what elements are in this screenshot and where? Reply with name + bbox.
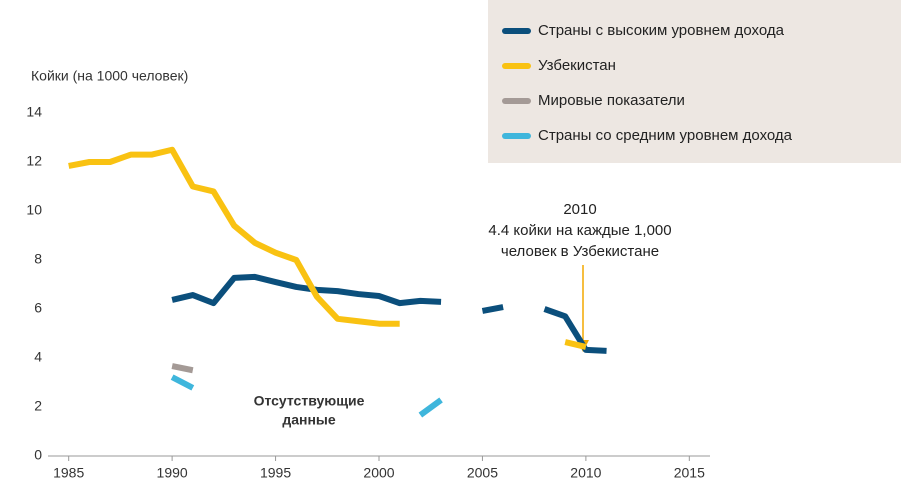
series-line <box>170 374 443 418</box>
x-tick-label: 2000 <box>363 465 394 481</box>
annotation: Отсутствующие <box>254 393 365 409</box>
y-tick-label: 8 <box>34 251 42 267</box>
annotation: 2010 <box>563 201 596 218</box>
x-tick-label: 2010 <box>570 465 601 481</box>
legend-label: Страны со средним уровнем дохода <box>538 127 793 144</box>
series-line <box>171 363 194 374</box>
y-tick-label: 4 <box>34 349 42 365</box>
y-tick-label: 10 <box>26 202 42 218</box>
y-tick-label: 14 <box>26 104 42 120</box>
x-tick-label: 1995 <box>260 465 291 481</box>
series-line <box>68 146 587 350</box>
legend-label: Узбекистан <box>538 57 616 74</box>
x-tick-label: 1985 <box>53 465 84 481</box>
x-tick-label: 1990 <box>157 465 188 481</box>
y-tick-label: 0 <box>34 447 42 463</box>
annotation: 4.4 койки на каждые 1,000 <box>488 222 671 239</box>
series-line <box>171 273 607 354</box>
legend-label: Страны с высоким уровнем дохода <box>538 22 785 39</box>
x-tick-label: 2015 <box>674 465 705 481</box>
legend-label: Мировые показатели <box>538 92 685 109</box>
y-tick-label: 12 <box>26 153 42 169</box>
legend-box <box>488 0 901 163</box>
y-tick-label: 6 <box>34 300 42 316</box>
y-tick-label: 2 <box>34 398 42 414</box>
x-tick-label: 2005 <box>467 465 498 481</box>
annotation: человек в Узбекистане <box>501 243 659 260</box>
annotation: данные <box>282 412 336 428</box>
y-axis-label: Койки (на 1000 человек) <box>31 68 188 84</box>
